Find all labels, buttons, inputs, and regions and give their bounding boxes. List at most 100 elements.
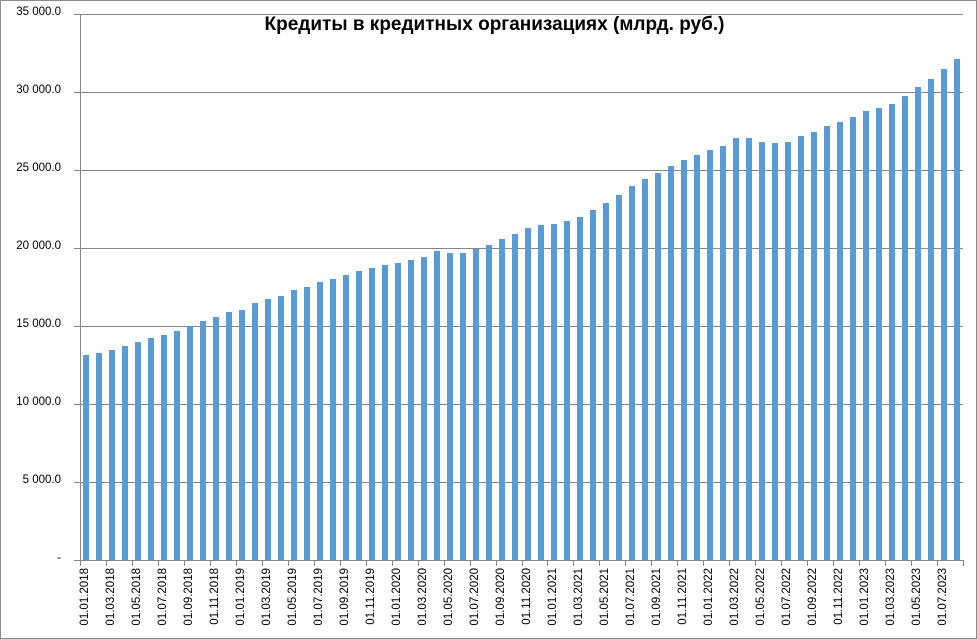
x-tick <box>911 560 913 566</box>
bar <box>888 103 895 560</box>
bar <box>758 141 765 560</box>
bar <box>239 309 246 560</box>
y-tick-label: 10 000.0 <box>16 396 61 408</box>
x-tick-label: 01.11.2018 <box>209 568 222 625</box>
bar <box>706 149 713 560</box>
gridline <box>74 248 963 249</box>
x-tick <box>391 560 393 566</box>
x-tick-label: 01.09.2019 <box>339 568 352 626</box>
x-tick-label: 01.05.2019 <box>287 568 300 626</box>
bar <box>304 287 311 560</box>
bar <box>382 265 389 560</box>
x-tick <box>729 560 731 566</box>
bar <box>927 78 934 560</box>
x-tick-label: 01.11.2020 <box>520 568 533 625</box>
x-tick-label: 01.01.2018 <box>79 568 92 626</box>
bar <box>408 259 415 560</box>
bar <box>109 350 116 560</box>
x-tick-label: 01.07.2023 <box>936 568 949 626</box>
x-tick <box>365 560 367 566</box>
gridline <box>74 326 963 327</box>
x-tick-label: 01.07.2020 <box>469 568 482 626</box>
chart-title: Кредиты в кредитных организациях (млрд. … <box>264 14 725 35</box>
x-tick <box>521 560 523 566</box>
bar <box>330 279 337 560</box>
x-tick-label: 01.09.2020 <box>495 568 508 626</box>
bar <box>291 290 298 560</box>
x-tick <box>755 560 757 566</box>
x-tick-label: 01.09.2022 <box>806 568 819 626</box>
x-tick-label: 01.05.2022 <box>754 568 767 626</box>
bar <box>252 302 259 560</box>
bar <box>680 159 687 560</box>
bar <box>576 216 583 560</box>
bar <box>732 138 739 560</box>
x-tick-label: 01.03.2020 <box>417 568 430 626</box>
x-tick-label: 01.01.2023 <box>858 568 871 626</box>
x-tick <box>261 560 263 566</box>
bar <box>135 342 142 560</box>
x-tick <box>573 560 575 566</box>
x-tick <box>937 560 939 566</box>
bar <box>602 202 609 560</box>
x-tick <box>599 560 601 566</box>
bar <box>434 251 441 560</box>
x-tick <box>443 560 445 566</box>
bar <box>174 330 181 560</box>
x-tick-label: 01.07.2018 <box>157 568 170 626</box>
bar <box>719 145 726 560</box>
x-axis <box>74 560 963 561</box>
bar <box>187 326 194 560</box>
x-tick <box>417 560 419 566</box>
x-tick-label: 01.09.2018 <box>183 568 196 626</box>
x-tick <box>833 560 835 566</box>
bar <box>953 59 960 560</box>
bar <box>875 108 882 560</box>
bar <box>654 173 661 560</box>
x-tick <box>313 560 315 566</box>
x-tick <box>781 560 783 566</box>
x-tick-label: 01.07.2021 <box>624 568 637 626</box>
bar <box>797 136 804 560</box>
gridline <box>74 482 963 483</box>
bar <box>369 268 376 560</box>
x-tick-label: 01.07.2022 <box>780 568 793 626</box>
y-tick-label: 20 000.0 <box>16 240 61 252</box>
x-tick-label: 01.01.2022 <box>702 568 715 626</box>
bar <box>823 125 830 560</box>
gridline <box>74 404 963 405</box>
bar <box>563 220 570 560</box>
bar <box>278 295 285 560</box>
bar <box>537 225 544 560</box>
bar <box>486 244 493 560</box>
x-tick <box>235 560 237 566</box>
bar <box>940 68 947 560</box>
bar <box>213 317 220 560</box>
x-tick <box>859 560 861 566</box>
x-tick-label: 01.03.2022 <box>728 568 741 626</box>
bar <box>122 346 129 560</box>
bar <box>550 223 557 560</box>
bar <box>810 131 817 560</box>
x-tick-label: 01.07.2019 <box>313 568 326 626</box>
bar <box>265 299 272 560</box>
bar <box>460 252 467 560</box>
x-tick <box>703 560 705 566</box>
x-tick-label: 01.05.2021 <box>598 568 611 626</box>
x-tick-label: 01.03.2018 <box>105 568 118 626</box>
bar <box>96 352 103 560</box>
bar <box>914 87 921 560</box>
x-tick <box>183 560 185 566</box>
bar <box>161 334 168 560</box>
x-tick-label: 01.01.2019 <box>235 568 248 626</box>
bar <box>395 262 402 560</box>
x-tick <box>157 560 159 566</box>
bar <box>667 166 674 560</box>
bar <box>226 311 233 560</box>
x-tick <box>80 560 81 566</box>
bar <box>771 142 778 560</box>
bar <box>148 338 155 560</box>
bar <box>901 95 908 560</box>
x-tick <box>287 560 289 566</box>
x-tick-label: 01.05.2018 <box>131 568 144 626</box>
